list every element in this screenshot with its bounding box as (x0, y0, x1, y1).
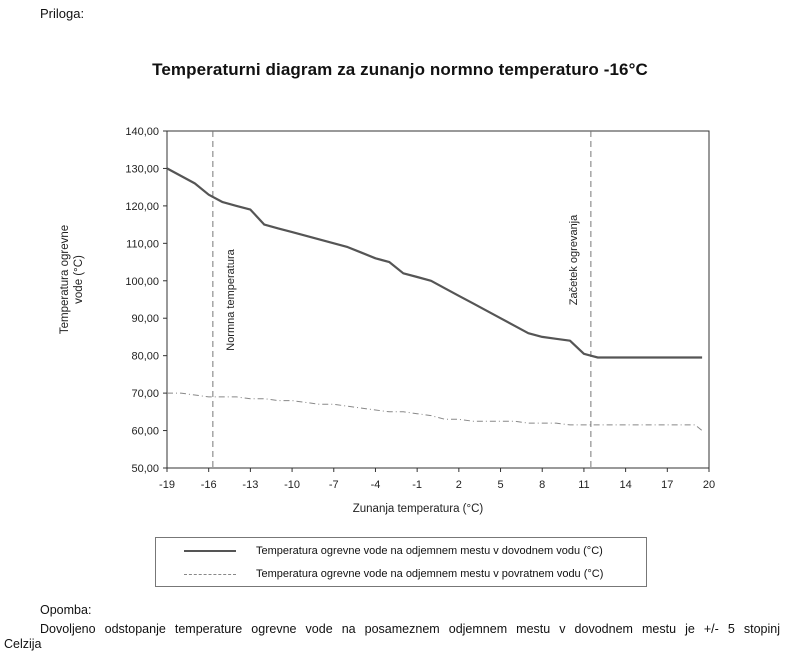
y-tick-label: 80,00 (131, 351, 159, 363)
y-tick-label: 100,00 (125, 276, 159, 288)
y-tick-label: 90,00 (131, 313, 159, 325)
y-tick-label: 120,00 (125, 201, 159, 213)
legend-label-supply: Temperatura ogrevne vode na odjemnem mes… (256, 545, 603, 557)
x-tick-label: 5 (497, 479, 503, 491)
x-tick-label: 20 (703, 479, 715, 491)
y-tick-label: 60,00 (131, 426, 159, 438)
y-tick-label: 70,00 (131, 388, 159, 400)
y-tick-label: 140,00 (125, 126, 159, 138)
attachment-label: Priloga: (40, 6, 85, 21)
x-tick-label: 17 (661, 479, 673, 491)
chart-legend: Temperatura ogrevne vode na odjemnem mes… (155, 537, 647, 587)
x-tick-label: -7 (329, 479, 339, 491)
x-axis-label: Zunanja temperatura (°C) (353, 503, 484, 515)
y-tick-label: 50,00 (131, 463, 159, 475)
x-tick-label: 8 (539, 479, 545, 491)
legend-swatch-return (184, 573, 236, 575)
x-tick-label: 2 (456, 479, 462, 491)
series-line-supply (166, 167, 703, 359)
x-tick-label: -10 (284, 479, 300, 491)
note-text: Dovoljeno odstopanje temperature ogrevne… (40, 622, 780, 636)
temperature-chart: -19 -16 -13 -10 -7 -4 -1 2 5 8 11 14 17 20 50,00 60,00 7… (59, 126, 715, 515)
annotation-label: Začetek ogrevanja (568, 214, 580, 305)
legend-item-return: Temperatura ogrevne vode na odjemnem mes… (184, 567, 603, 581)
annotation-label: Normna temperatura (225, 248, 237, 350)
note-text-continued: Celzija (4, 637, 42, 651)
y-axis-label: Temperatura ogrevne vode (°C) (59, 225, 85, 334)
x-tick-label: -4 (371, 479, 381, 491)
legend-swatch-supply (184, 550, 236, 552)
x-tick-label: -1 (412, 479, 422, 491)
legend-item-supply: Temperatura ogrevne vode na odjemnem mes… (184, 544, 603, 558)
chart-title: Temperaturni diagram za zunanjo normno t… (152, 60, 648, 79)
x-tick-label: 14 (619, 479, 631, 491)
x-tick-label: -19 (159, 479, 175, 491)
y-tick-label: 110,00 (126, 238, 159, 250)
x-tick-label: 11 (578, 479, 589, 491)
note-label: Opomba: (40, 603, 92, 617)
x-tick-label: -16 (201, 479, 217, 491)
y-tick-label: 130,00 (125, 163, 159, 175)
legend-label-return: Temperatura ogrevne vode na odjemnem mes… (256, 568, 604, 580)
plot-frame (166, 130, 710, 469)
x-tick-label: -13 (242, 479, 258, 491)
